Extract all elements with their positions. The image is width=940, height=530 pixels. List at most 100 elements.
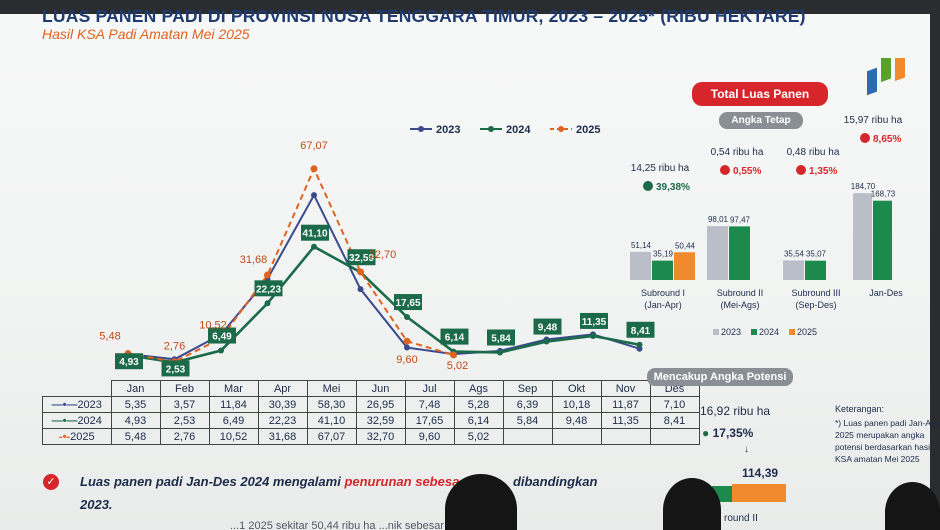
potensi-pct: ● 17,35%: [702, 426, 754, 440]
table-cell-2023-Jun: 26,95: [355, 396, 406, 413]
bar-1-2024: [729, 226, 750, 280]
point-2023-Mei: [311, 192, 317, 199]
legend-marker-2024: [488, 126, 494, 132]
legend-marker-2023: [418, 126, 424, 132]
check-icon: ✓: [43, 474, 59, 490]
table-cell-2023-Apr: 30,39: [257, 396, 308, 413]
angka-tetap-badge: Angka Tetap: [719, 112, 803, 129]
group-pct-1: 0,55%: [733, 166, 761, 177]
group-pct-0: 39,38%: [656, 182, 690, 193]
bar-label-3-2023: 184,70: [851, 182, 876, 191]
audience-head-1: [445, 474, 517, 530]
table-cell-2023-Sep: 6,39: [502, 396, 553, 413]
keterangan-line-3: potensi berdasarkan hasil: [835, 442, 932, 452]
table-header-Feb: Feb: [159, 380, 210, 397]
label-box-2024-Des: [626, 321, 655, 338]
table-cell-2024-Okt: 9,48: [551, 412, 602, 429]
label-2024-Feb: 2,53: [161, 360, 190, 377]
label-2024-Sep: 5,84: [487, 329, 515, 346]
bar-legend-swatch-2023: [713, 329, 719, 335]
table-header-Mei: Mei: [306, 380, 357, 397]
label-text-2024-Nov: 11,35: [582, 317, 607, 328]
table-cell-2024-Jan: 4,93: [110, 412, 161, 429]
group-range-2: (Sep-Des): [795, 300, 836, 310]
bar-3-2023: [853, 193, 872, 280]
table-cell-2025-Feb: 2,76: [159, 428, 210, 445]
decrease-icon-3: [860, 133, 870, 143]
data-table: Jan Feb Mar Apr Mei Jun Jul Ags Sep Okt Nov Des —•—2…: [42, 380, 700, 445]
table-cell-2023-Jul: 7,48: [404, 396, 455, 413]
label-text-2024-Sep: 5,84: [491, 333, 511, 344]
group-name-1: Subround II: [717, 288, 764, 298]
group-range-1: (Mei-Ags): [720, 300, 759, 310]
potensi-value: 114,39: [742, 466, 779, 480]
bar-group-1: 98,01 97,47 Subround II (Mei-Ags) 0,54 ribu …: [707, 147, 764, 310]
table-cell-2024-Jun: 32,59: [355, 412, 406, 429]
bar-1-2023: [707, 226, 728, 280]
table-cell-2023-Mei: 58,30: [306, 396, 357, 413]
table-header-Apr: Apr: [257, 380, 308, 397]
label-2025-Mei: 67,07: [300, 140, 328, 152]
potensi-bar-2025: [732, 484, 786, 502]
table-cell-2024-Jul: 17,65: [404, 412, 455, 429]
table-cell-2025-Mei: 67,07: [306, 428, 357, 445]
group-change-3: 15,97 ribu ha: [844, 115, 903, 126]
group-pct-2: 1,35%: [809, 166, 837, 177]
decrease-icon-1: [720, 165, 730, 175]
point-2023-Jun: [357, 286, 364, 293]
table-header-Sep: Sep: [502, 380, 553, 397]
label-text-2024-Ags: 6,14: [445, 333, 465, 344]
table-header-Jun: Jun: [355, 380, 406, 397]
bar-label-2-2024: 35,07: [806, 250, 827, 259]
label-2025-Jan: 5,48: [99, 331, 120, 343]
label-box-2024-Nov: [580, 312, 608, 329]
label-text-2024-Apr: 22,23: [256, 284, 281, 295]
bar-legend-swatch-2024: [751, 329, 757, 335]
bar-2-2024: [805, 260, 826, 280]
label-2024-Nov: 11,35: [580, 312, 608, 329]
bottom-note-c: dibandingkan: [512, 474, 598, 489]
label-box-2024-Okt: [533, 318, 562, 335]
point-2024-Apr: [264, 300, 271, 307]
table-cell-2023-Feb: 3,57: [159, 396, 210, 413]
series-line-2023: [127, 192, 640, 361]
table-cell-2023-Ags: 5,28: [453, 396, 504, 413]
label-2024-Mar: 6,49: [208, 327, 236, 344]
table-cell-2024-Mar: 6,49: [208, 412, 259, 429]
table-cell-2024-Mei: 41,10: [306, 412, 357, 429]
group-change-0: 14,25 ribu ha: [631, 163, 690, 174]
point-2024-Jul: [404, 314, 410, 321]
group-pct-3: 8,65%: [873, 134, 901, 145]
group-name-2: Subround III: [791, 288, 840, 298]
point-2024-Mei: [311, 243, 317, 250]
label-text-2024-Feb: 2,53: [166, 364, 186, 375]
table-header-Mar: Mar: [208, 380, 259, 397]
table-cell-2025-Mar: 10,52: [208, 428, 259, 445]
label-2025-Jul: 9,60: [396, 354, 417, 366]
bar-label-0-2023: 51,14: [631, 241, 652, 250]
table-cell-2025-Jul: 9,60: [404, 428, 455, 445]
bar-label-1-2023: 98,01: [708, 215, 729, 224]
table-header-Jul: Jul: [404, 380, 455, 397]
series-line-2024: [127, 245, 640, 364]
legend-label-2025: 2025: [576, 124, 600, 136]
label-2024-Des: 8,41: [626, 321, 655, 338]
bar-chart-legend: 2023 2024 2025: [713, 327, 817, 337]
keterangan-title: Keterangan:: [835, 404, 885, 414]
table-row-2024: —•—2024 4,93 2,53 6,49 22,23 41,10 32,59 17,65 6…: [42, 412, 700, 429]
point-2024-Sep: [497, 349, 503, 356]
label-2025-Feb: 2,76: [164, 341, 185, 353]
label-box-2024-Mar: [208, 327, 236, 344]
table-cell-2023-Mar: 11,84: [208, 396, 259, 413]
label-box-2024-Jul: [394, 294, 422, 311]
keterangan-line-4: KSA amatan Mei 2025: [835, 454, 920, 464]
bar-label-3-2024: 168,73: [871, 190, 896, 199]
table-header-Okt: Okt: [551, 380, 602, 397]
potensi-change: 16,92 ribu ha: [700, 404, 771, 418]
label-2024-Mei: 41,10: [301, 224, 329, 241]
label-text-2024-Jun: 32,59: [349, 253, 374, 264]
increase-icon-0: [643, 181, 653, 191]
